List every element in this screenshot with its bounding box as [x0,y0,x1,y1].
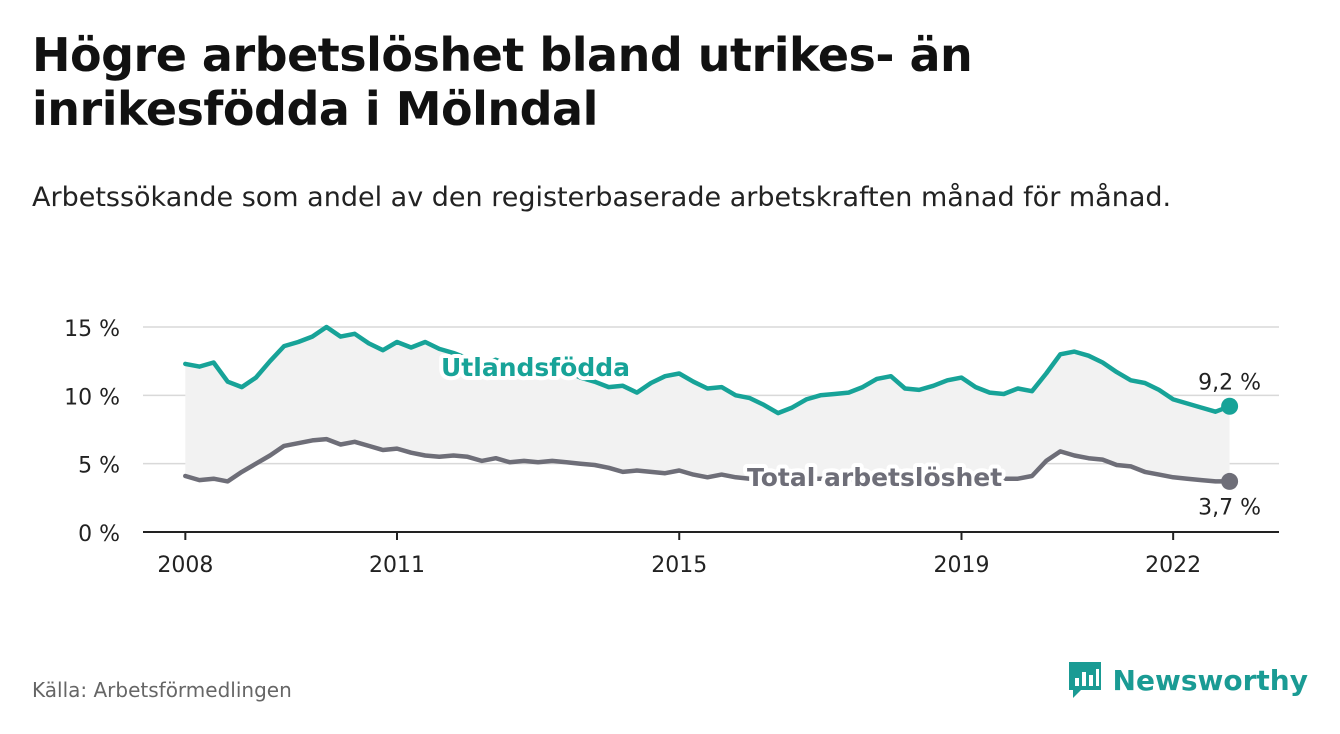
series-label-foreign: Utlandsfödda [441,353,630,382]
x-tick-label: 2008 [157,553,213,578]
end-point-total [1221,472,1239,490]
x-tick-label: 2011 [369,553,425,578]
gap-band [185,327,1230,482]
end-label-total: 3,7 % [1198,495,1261,520]
brand-name: Newsworthy [1112,663,1308,697]
y-tick-label: 5 % [78,454,120,479]
chart-title: Högre arbetslöshet bland utrikes- än inr… [32,28,973,136]
x-tick-label: 2015 [651,553,707,578]
x-tick-label: 2022 [1145,553,1201,578]
brand-logo: Newsworthy [1067,660,1308,700]
y-tick-label: 15 % [64,317,120,342]
source-note: Källa: Arbetsförmedlingen [32,678,292,702]
chart-subtitle: Arbetssökande som andel av den registerb… [32,182,1172,213]
y-tick-label: 0 % [78,522,120,547]
bar-chart-icon [1068,662,1101,698]
end-point-foreign [1221,397,1239,415]
x-tick-label: 2019 [933,553,989,578]
series-line-total [183,436,1232,484]
line-chart: 0 % 5 % 10 % 15 % Utlandsfödda Total arbetslö… [64,317,1279,578]
end-label-foreign: 9,2 % [1198,370,1261,395]
series-label-total: Total arbetslöshet [747,463,1002,492]
y-tick-label: 10 % [64,385,120,410]
series-line-foreign [183,324,1232,416]
